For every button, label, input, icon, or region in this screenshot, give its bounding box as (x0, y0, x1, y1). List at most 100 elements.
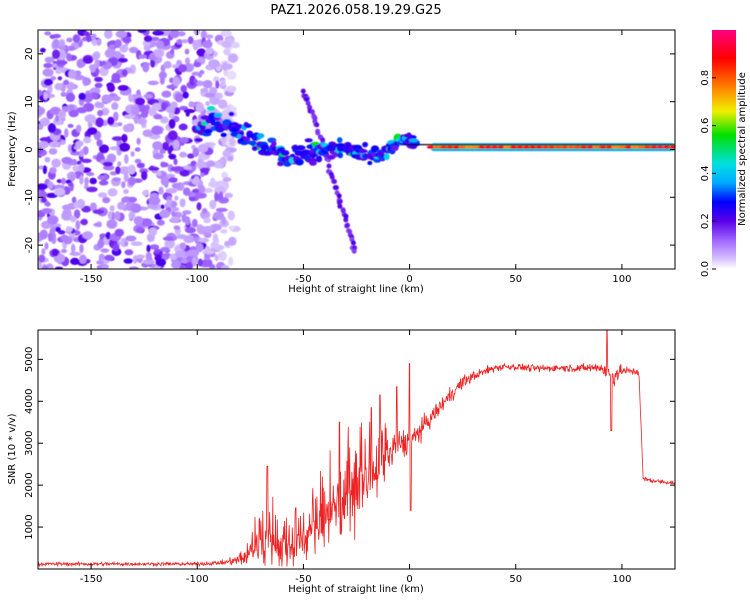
colorbar-tick-label: 0.8 (700, 70, 711, 86)
tone-blob (439, 145, 448, 149)
snr-y-tick-label: 2000 (24, 472, 35, 497)
noise-blob (124, 249, 134, 256)
noise-blob (51, 142, 61, 147)
noise-blob (215, 92, 223, 100)
noise-blob (67, 144, 73, 153)
noise-blob (87, 127, 98, 135)
branch-blob (309, 109, 315, 115)
noise-blob (101, 94, 113, 104)
noise-blob (66, 45, 76, 52)
noise-blob (172, 139, 180, 150)
snr-panel: -150 -100 -50 0 50 100 1000 2000 3000 4000 5000 He… (7, 329, 676, 595)
noise-blob (158, 186, 164, 195)
noise-blob (165, 106, 175, 114)
noise-blob (134, 158, 142, 164)
tone-blob (668, 145, 675, 149)
noise-blob (176, 39, 183, 45)
noise-blob (192, 147, 200, 158)
noise-blob (218, 251, 227, 261)
noise-blob (204, 34, 214, 39)
noise-blob (72, 165, 80, 172)
tone-blob (617, 145, 626, 149)
noise-blob (230, 41, 240, 49)
noise-blob (119, 166, 131, 175)
noise-blob (68, 69, 77, 79)
noise-blob (76, 106, 88, 114)
noise-blob (39, 229, 48, 240)
noise-blob (97, 175, 106, 180)
tone-blob (535, 145, 544, 149)
noise-blob (160, 246, 170, 253)
noise-blob (39, 137, 52, 142)
tone-blob (598, 145, 607, 149)
noise-blob (107, 116, 115, 126)
noise-blob (109, 95, 121, 101)
snr-x-tick-label: 100 (612, 574, 631, 585)
noise-blob (115, 166, 121, 175)
tone-blob (465, 145, 473, 149)
colorbar-tick-label: 0.6 (700, 118, 711, 134)
noise-blob (215, 80, 220, 89)
noise-blob (43, 78, 53, 86)
noise-blob (196, 202, 202, 211)
noise-blob (92, 209, 105, 215)
snr-frame (37, 329, 676, 570)
noise-blob (197, 72, 203, 78)
tone-blob (528, 145, 537, 149)
branch-blob (326, 163, 332, 169)
tone-blob (516, 145, 524, 149)
noise-blob (103, 30, 113, 39)
noise-blob (121, 133, 128, 143)
snr-y-axis-label: SNR (10 * v/v) (7, 413, 18, 484)
signal-blob (271, 140, 277, 147)
spectrogram-y-tick-label: 20 (24, 48, 35, 61)
noise-blob (82, 77, 92, 86)
noise-blob (195, 242, 204, 253)
noise-blob (63, 128, 69, 138)
branch-blob (350, 240, 356, 246)
noise-blob (182, 187, 191, 196)
noise-blob (122, 36, 132, 44)
noise-blob (124, 154, 129, 164)
noise-blob (52, 49, 61, 60)
noise-blob (79, 254, 87, 265)
noise-blob (91, 38, 98, 46)
noise-blob (136, 162, 145, 169)
noise-blob (148, 106, 157, 117)
noise-blob (152, 152, 164, 160)
noise-blob (38, 124, 44, 131)
colorbar-label: Normalized spectral amplitude (737, 72, 748, 226)
noise-blob (49, 34, 56, 39)
signal-blob (276, 147, 283, 153)
noise-blob (65, 92, 76, 102)
noise-blob (142, 189, 149, 197)
noise-blob (47, 181, 54, 190)
noise-blob (191, 188, 201, 193)
signal-blob (301, 149, 311, 156)
noise-blob (203, 232, 212, 238)
signal-blob (408, 138, 419, 143)
noise-blob (159, 209, 171, 219)
noise-blob (137, 104, 147, 113)
noise-blob (51, 248, 59, 257)
snr-y-tick-label: 1000 (24, 514, 35, 539)
tone-blob (452, 145, 461, 149)
noise-blob (215, 207, 228, 213)
noise-blob (226, 131, 232, 139)
spectrogram-x-tick-label: 50 (509, 274, 522, 285)
noise-blob (199, 167, 210, 173)
noise-blob (179, 169, 190, 177)
noise-blob (43, 63, 53, 69)
tone-blob (547, 145, 556, 149)
noise-blob (170, 216, 180, 223)
noise-blob (165, 188, 178, 194)
signal-blob (391, 145, 399, 152)
noise-blob (155, 40, 165, 49)
noise-blob (142, 62, 150, 73)
noise-blob (198, 237, 210, 243)
tone-blob (509, 145, 518, 149)
signal-blob (220, 132, 228, 138)
noise-blob (161, 101, 168, 111)
noise-blob (136, 226, 144, 234)
noise-blob (187, 249, 200, 257)
